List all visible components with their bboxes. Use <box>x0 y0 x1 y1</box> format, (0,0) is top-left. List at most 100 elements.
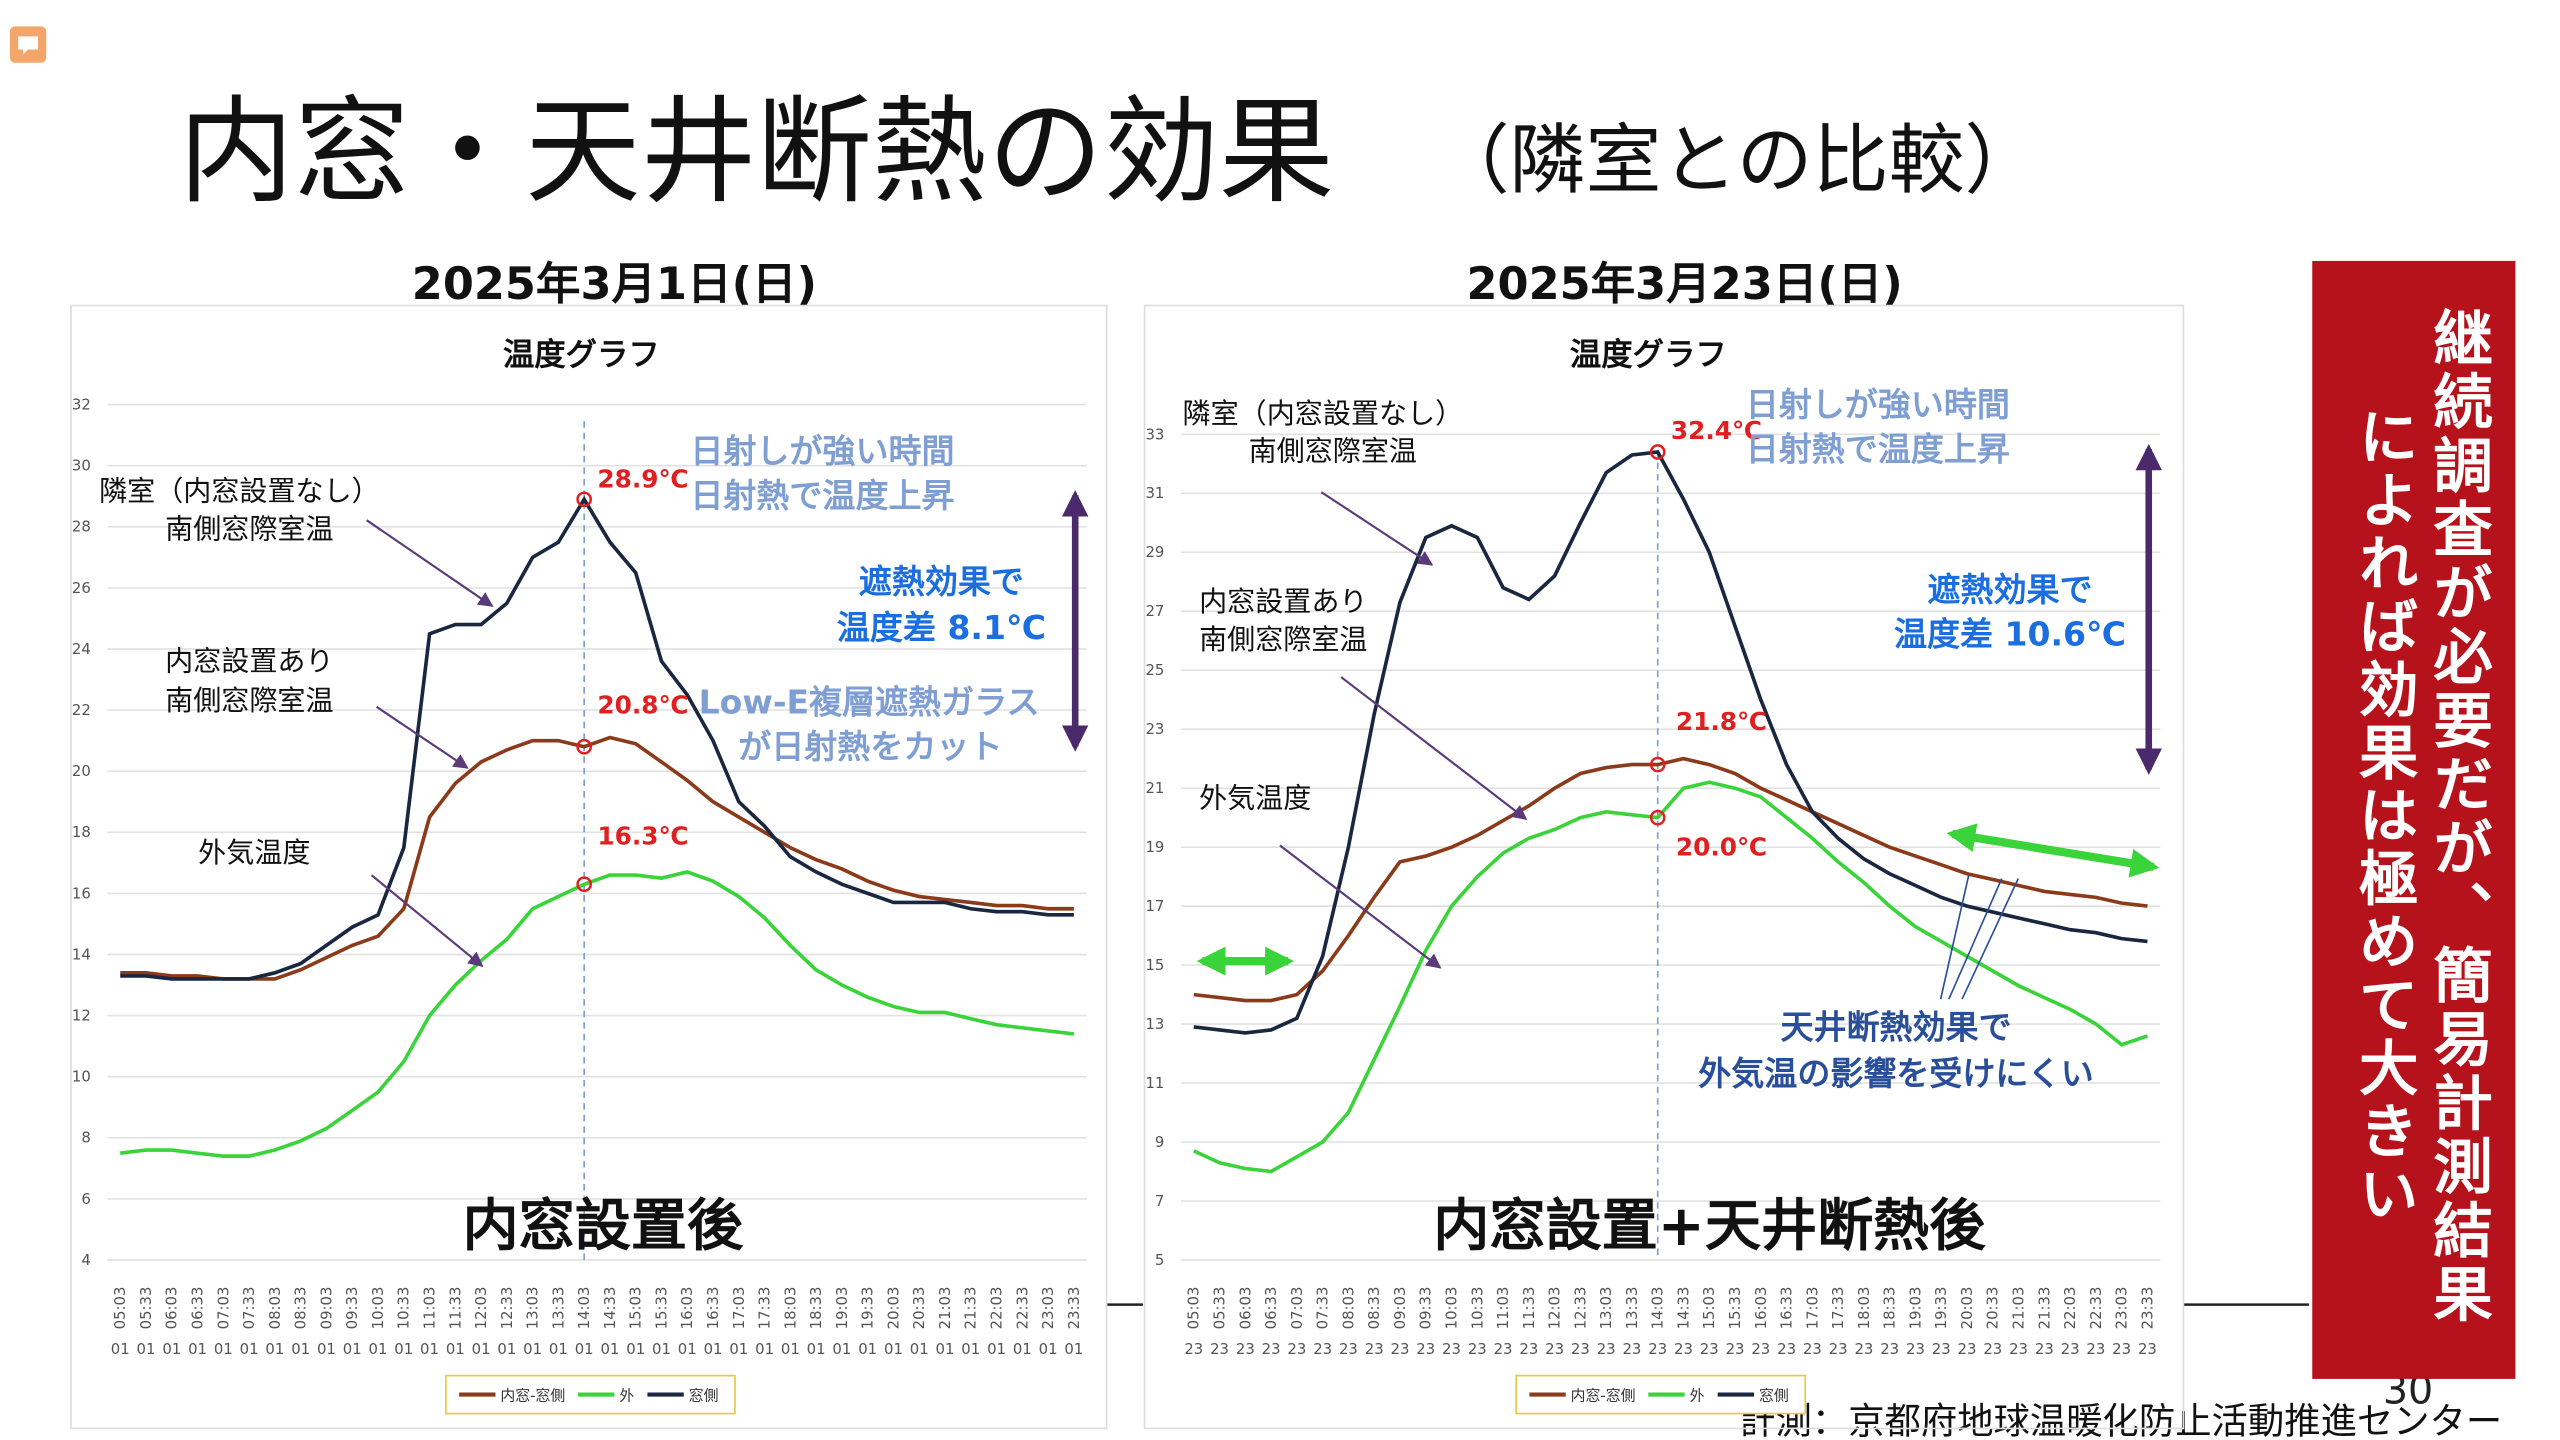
slide-title: 内窓・天井断熱の効果 <box>178 86 1334 220</box>
x-day-label: 01 <box>626 1340 645 1358</box>
x-tick-label: 07:33 <box>240 1287 258 1330</box>
stability-arrow <box>1946 823 2160 878</box>
x-day-label: 23 <box>1648 1340 1667 1358</box>
series-callout: 外気温度 <box>1199 782 1311 815</box>
y-tick-label: 25 <box>1145 661 1164 679</box>
x-tick-label: 16:33 <box>704 1287 722 1330</box>
x-tick-label: 16:03 <box>678 1287 696 1330</box>
x-tick-label: 09:33 <box>1417 1287 1435 1330</box>
legend-label: 内窓-窓側 <box>1571 1386 1636 1404</box>
x-tick-label: 12:03 <box>1546 1287 1564 1330</box>
x-day-label: 23 <box>2138 1340 2157 1358</box>
x-day-label: 01 <box>369 1340 388 1358</box>
chart-caption: 内窓設置+天井断熱後 <box>1433 1194 1986 1259</box>
highlight-point <box>1649 809 1666 826</box>
note: 遮熱効果で <box>1927 570 2092 609</box>
x-tick-label: 19:03 <box>1906 1287 1924 1330</box>
x-tick-label: 20:33 <box>910 1287 928 1330</box>
x-tick-label: 11:03 <box>1494 1287 1512 1330</box>
x-tick-label: 23:33 <box>2138 1287 2156 1330</box>
x-day-label: 01 <box>600 1340 619 1358</box>
y-tick-label: 31 <box>1145 484 1164 502</box>
x-tick-label: 08:03 <box>266 1287 284 1330</box>
note: 日射しが強い時間 <box>1746 385 2010 424</box>
x-tick-label: 22:03 <box>988 1287 1006 1330</box>
x-day-label: 23 <box>1184 1340 1203 1358</box>
x-day-label: 01 <box>497 1340 516 1358</box>
callout-arrow <box>1340 676 1528 820</box>
legend-label: 窓側 <box>1759 1386 1789 1404</box>
x-tick-label: 17:03 <box>1803 1287 1821 1330</box>
x-day-label: 23 <box>1674 1340 1693 1358</box>
x-day-label: 23 <box>1829 1340 1848 1358</box>
x-day-label: 23 <box>1391 1340 1410 1358</box>
x-day-label: 01 <box>214 1340 233 1358</box>
x-tick-label: 08:33 <box>292 1287 310 1330</box>
x-day-label: 01 <box>1013 1340 1032 1358</box>
x-tick-label: 09:03 <box>317 1287 335 1330</box>
x-tick-label: 16:33 <box>1778 1287 1796 1330</box>
x-day-label: 23 <box>1906 1340 1925 1358</box>
side-note: 継続調査が必要だが、簡易計測結果 <box>2423 307 2493 1327</box>
x-day-label: 01 <box>807 1340 826 1358</box>
highlight-label: 20.0℃ <box>1676 833 1767 862</box>
chart-title: 温度グラフ <box>503 337 660 373</box>
y-tick-label: 29 <box>1145 543 1164 561</box>
x-day-label: 23 <box>1262 1340 1281 1358</box>
x-day-label: 23 <box>2035 1340 2054 1358</box>
series-callout: 南側窓際室温 <box>1249 435 1417 468</box>
x-day-label: 23 <box>1983 1340 2002 1358</box>
x-day-label: 23 <box>1751 1340 1770 1358</box>
note: 日射熱で温度上昇 <box>690 476 954 515</box>
x-day-label: 23 <box>1519 1340 1538 1358</box>
x-day-label: 01 <box>446 1340 465 1358</box>
x-day-label: 01 <box>523 1340 542 1358</box>
y-tick-label: 32 <box>72 396 91 414</box>
x-tick-label: 07:03 <box>214 1287 232 1330</box>
note: 温度差 8.1℃ <box>837 608 1046 647</box>
y-tick-label: 17 <box>1145 897 1164 915</box>
x-tick-label: 18:33 <box>807 1287 825 1330</box>
chart-frame <box>70 304 1108 1430</box>
x-tick-label: 10:33 <box>395 1287 413 1330</box>
x-day-label: 23 <box>1700 1340 1719 1358</box>
x-tick-label: 22:33 <box>2087 1287 2105 1330</box>
x-tick-label: 15:33 <box>1726 1287 1744 1330</box>
x-tick-label: 20:03 <box>1958 1287 1976 1330</box>
x-tick-label: 05:03 <box>111 1287 129 1330</box>
chart-heading: 2025年3月1日(日) <box>412 258 817 310</box>
x-day-label: 23 <box>1365 1340 1384 1358</box>
x-tick-label: 13:33 <box>549 1287 567 1330</box>
x-day-label: 23 <box>1571 1340 1590 1358</box>
note: 温度差 10.6℃ <box>1894 615 2126 654</box>
note: 天井断熱効果で <box>1780 1008 2011 1047</box>
y-tick-label: 12 <box>72 1007 91 1025</box>
x-day-label: 01 <box>755 1340 774 1358</box>
y-tick-label: 16 <box>72 884 91 902</box>
x-day-label: 23 <box>1416 1340 1435 1358</box>
y-tick-label: 24 <box>72 640 91 658</box>
x-tick-label: 09:33 <box>343 1287 361 1330</box>
x-tick-label: 10:03 <box>1442 1287 1460 1330</box>
slide-subtitle: （隣室との比較） <box>1434 116 2041 205</box>
x-day-label: 01 <box>832 1340 851 1358</box>
x-tick-label: 08:03 <box>1339 1287 1357 1330</box>
y-tick-label: 27 <box>1145 602 1164 620</box>
x-day-label: 01 <box>265 1340 284 1358</box>
x-day-label: 23 <box>1958 1340 1977 1358</box>
credit: 計測：京都府地球温暖化防止活動推進センター <box>1739 1399 2502 1440</box>
x-day-label: 23 <box>1442 1340 1461 1358</box>
series-callout: 南側窓際室温 <box>165 512 333 545</box>
x-tick-label: 15:03 <box>627 1287 645 1330</box>
note: 外気温の影響を受けにくい <box>1698 1054 2094 1093</box>
x-day-label: 23 <box>1545 1340 1564 1358</box>
x-tick-label: 18:33 <box>1881 1287 1899 1330</box>
highlight-point <box>576 491 593 508</box>
x-day-label: 01 <box>961 1340 980 1358</box>
x-day-label: 01 <box>420 1340 439 1358</box>
x-tick-label: 22:33 <box>1013 1287 1031 1330</box>
highlight-point <box>1649 444 1666 460</box>
y-tick-label: 11 <box>1145 1074 1164 1092</box>
x-day-label: 01 <box>781 1340 800 1358</box>
